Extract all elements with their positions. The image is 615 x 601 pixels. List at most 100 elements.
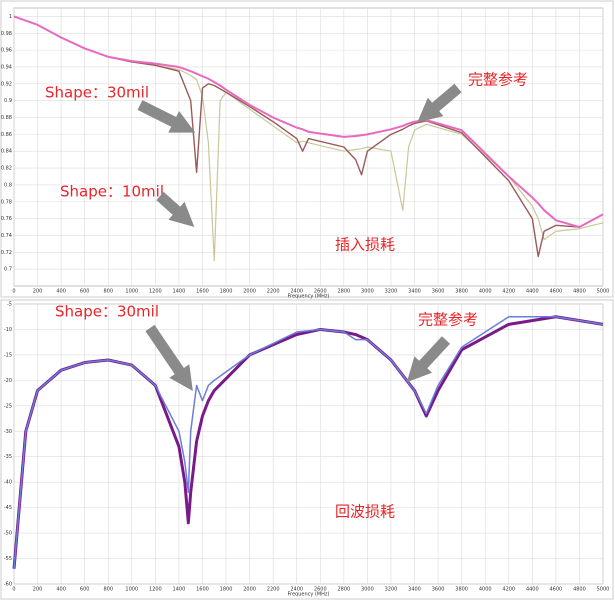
y-tick-label: 0.86	[1, 132, 12, 138]
x-tick-label: 3000	[361, 289, 374, 295]
y-tick-label: -15	[4, 352, 12, 358]
y-tick-label: -55	[4, 556, 12, 562]
x-tick-label: 2400	[290, 289, 303, 295]
arrow	[406, 336, 451, 383]
x-tick-label: 1400	[173, 587, 186, 593]
x-tick-label: 4400	[526, 289, 539, 295]
annotation: 回波损耗	[335, 503, 395, 521]
x-tick-label: 2000	[243, 289, 256, 295]
x-tick-label: 200	[33, 587, 43, 593]
arrows	[137, 83, 462, 392]
x-tick-label: 2600	[314, 289, 327, 295]
x-tick-label: 2400	[290, 587, 303, 593]
x-tick-label: 3600	[432, 587, 445, 593]
x-tick-label: 2600	[314, 587, 327, 593]
arrow	[156, 191, 195, 227]
x-tick-label: 4200	[502, 289, 515, 295]
y-tick-label: -60	[4, 582, 12, 588]
y-tick-label: -25	[4, 403, 12, 409]
series-line	[13, 15, 604, 258]
plot-area	[13, 303, 604, 585]
y-tick-label: -35	[4, 454, 12, 460]
annotation: 完整参考	[418, 311, 478, 329]
y-tick-label: 0.88	[1, 115, 12, 121]
x-tick-label: 3400	[408, 587, 421, 593]
x-tick-label: 4600	[550, 587, 563, 593]
x-tick-label: 0	[12, 587, 15, 593]
x-tick-label: 0	[12, 289, 15, 295]
y-tick-label: -30	[4, 429, 12, 435]
x-tick-label: 600	[80, 289, 90, 295]
x-tick-label: 1000	[125, 587, 138, 593]
x-tick-label: 2800	[337, 289, 350, 295]
x-tick-label: 4600	[550, 289, 563, 295]
x-tick-label: 1600	[196, 289, 209, 295]
x-tick-label: 3200	[385, 587, 398, 593]
y-tick-label: 0.9	[4, 98, 12, 104]
y-tick-label: 0.72	[1, 250, 12, 256]
y-tick-label: 0.96	[1, 48, 12, 54]
y-tick-label: 0.84	[1, 149, 12, 155]
annotation: Shape：10mil	[60, 183, 164, 201]
y-tick-label: -45	[4, 505, 12, 511]
y-tick-label: -40	[4, 480, 12, 486]
annotation: 插入损耗	[335, 236, 395, 254]
y-tick-label: 0.78	[1, 199, 12, 205]
x-tick-label: 800	[103, 587, 113, 593]
x-tick-label: 2200	[267, 289, 280, 295]
x-tick-label: 1600	[196, 587, 209, 593]
x-tick-label: 1800	[220, 587, 233, 593]
annotation: Shape：30mil	[45, 84, 149, 102]
y-tick-label: 0.98	[1, 31, 12, 37]
x-tick-label: 4800	[573, 587, 586, 593]
x-tick-label: 5000	[597, 587, 610, 593]
x-axis-title: Frequency (MHz)	[287, 294, 329, 300]
y-tick-label: 0.7	[4, 267, 12, 273]
x-tick-label: 4800	[573, 289, 586, 295]
series-line	[13, 315, 604, 569]
x-tick-label: 3000	[361, 587, 374, 593]
x-tick-label: 1000	[125, 289, 138, 295]
x-tick-label: 3200	[385, 289, 398, 295]
x-tick-label: 1800	[220, 289, 233, 295]
y-tick-label: -5	[7, 302, 12, 308]
x-tick-label: 4200	[502, 587, 515, 593]
x-tick-label: 2000	[243, 587, 256, 593]
x-tick-label: 2200	[267, 587, 280, 593]
x-tick-label: 600	[80, 587, 90, 593]
y-tick-label: 0.8	[4, 182, 12, 188]
x-tick-label: 5000	[597, 289, 610, 295]
x-tick-label: 400	[56, 587, 66, 593]
y-tick-label: 0.82	[1, 166, 12, 172]
x-axis-title: Frequency (MHz)	[287, 592, 329, 598]
x-tick-label: 3800	[455, 587, 468, 593]
x-tick-label: 2800	[337, 587, 350, 593]
x-tick-label: 3800	[455, 289, 468, 295]
y-tick-label: 0.76	[1, 216, 12, 222]
x-tick-label: 400	[56, 289, 66, 295]
x-tick-label: 1200	[149, 289, 162, 295]
x-tick-label: 4000	[479, 289, 492, 295]
x-tick-label: 4000	[479, 587, 492, 593]
y-tick-label: 0.94	[1, 64, 12, 70]
series-line	[13, 15, 604, 229]
plot-area	[13, 7, 604, 287]
y-tick-label: -20	[4, 378, 12, 384]
arrow	[417, 83, 462, 123]
y-tick-label: -50	[4, 531, 12, 537]
x-tick-label: 3600	[432, 289, 445, 295]
arrow	[145, 324, 193, 392]
x-tick-label: 3400	[408, 289, 421, 295]
x-tick-label: 800	[103, 289, 113, 295]
y-tick-label: 0.74	[1, 233, 12, 239]
x-tick-label: 4400	[526, 587, 539, 593]
x-tick-label: 1400	[173, 289, 186, 295]
y-tick-label: 1	[9, 14, 12, 20]
y-tick-label: 0.92	[1, 81, 12, 87]
y-tick-label: -10	[4, 327, 12, 333]
arrow	[137, 100, 196, 133]
annotation: Shape：30mil	[55, 303, 159, 321]
annotation: 完整参考	[468, 71, 528, 89]
x-tick-label: 1200	[149, 587, 162, 593]
